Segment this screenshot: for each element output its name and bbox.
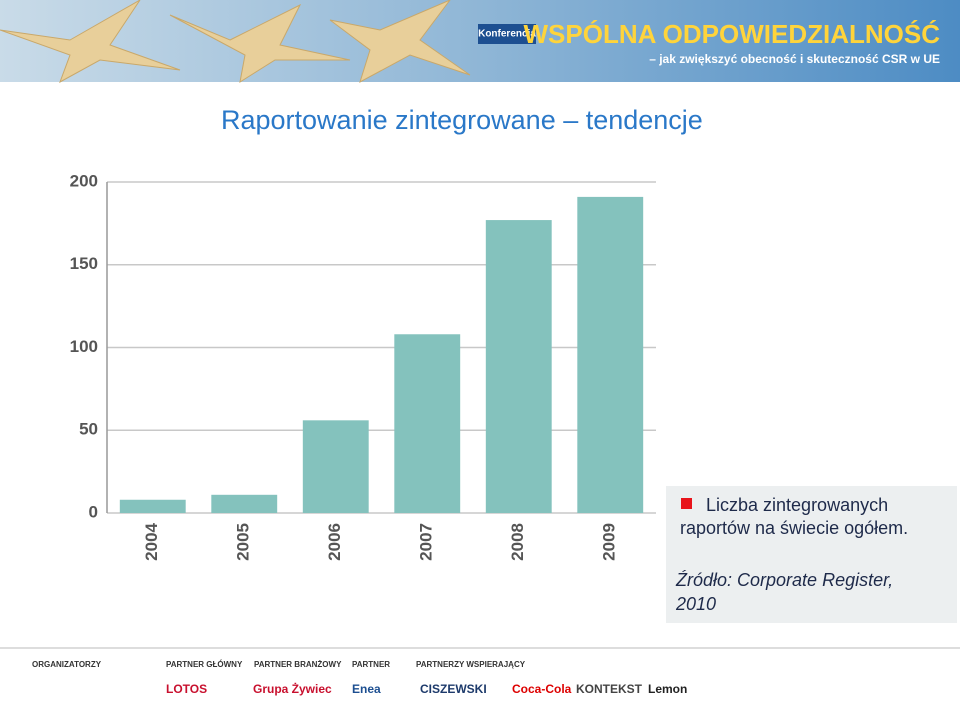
- x-tick-label: 2007: [417, 523, 436, 561]
- footer-group-label: PARTNERZY WSPIERAJĄCY: [416, 660, 526, 669]
- y-tick-label: 50: [79, 420, 98, 439]
- legend-label: Liczba zintegrowanych raportów na świeci…: [680, 495, 909, 538]
- header-subtitle: – jak zwiększyć obecność i skuteczność C…: [649, 52, 940, 66]
- header-badge: Konferencja: [478, 29, 536, 40]
- bar: [211, 494, 278, 513]
- slide-title: Raportowanie zintegrowane – tendencje: [221, 105, 703, 135]
- y-tick-label: 100: [70, 337, 98, 356]
- footer-logo: Enea: [352, 682, 381, 696]
- y-tick-label: 0: [89, 502, 98, 521]
- footer-logo: Lemon: [648, 682, 687, 696]
- starfish: [0, 0, 471, 84]
- bar: [119, 499, 186, 513]
- x-tick-label: 2004: [142, 522, 161, 560]
- footer-group-label: PARTNER BRANŻOWY: [254, 660, 342, 669]
- x-tick-label: 2008: [508, 523, 527, 561]
- footer-logo: Coca-Cola: [512, 682, 572, 696]
- footer-group-label: PARTNER: [352, 660, 390, 669]
- bar: [485, 220, 552, 513]
- x-tick-label: 2009: [600, 523, 619, 561]
- footer-logo: KONTEKST: [576, 682, 643, 696]
- badge-bg: [478, 24, 536, 44]
- source-note: Źródło: Corporate Register, 2010: [676, 570, 894, 614]
- footer-group-label: ORGANIZATORZY: [32, 660, 102, 669]
- x-tick-label: 2005: [234, 523, 253, 561]
- footer-group-label: PARTNER GŁÓWNY: [166, 660, 243, 669]
- legend-marker: [681, 498, 692, 509]
- header-title: WSPÓLNA ODPOWIEDZIALNOŚĆ: [524, 19, 941, 49]
- footer-logo: Grupa Żywiec: [253, 681, 332, 696]
- footer-logo: LOTOS: [166, 682, 207, 696]
- bar: [577, 196, 644, 513]
- y-tick-label: 200: [70, 171, 98, 190]
- footer: ORGANIZATORZY PARTNER GŁÓWNY PARTNER BRANŻ…: [32, 660, 687, 696]
- bar: [302, 420, 369, 513]
- footer-logo: CISZEWSKI: [420, 682, 487, 696]
- bar: [394, 334, 461, 513]
- y-tick-label: 150: [70, 254, 98, 273]
- legend: Liczba zintegrowanych raportów na świeci…: [666, 486, 957, 623]
- x-tick-label: 2006: [325, 523, 344, 561]
